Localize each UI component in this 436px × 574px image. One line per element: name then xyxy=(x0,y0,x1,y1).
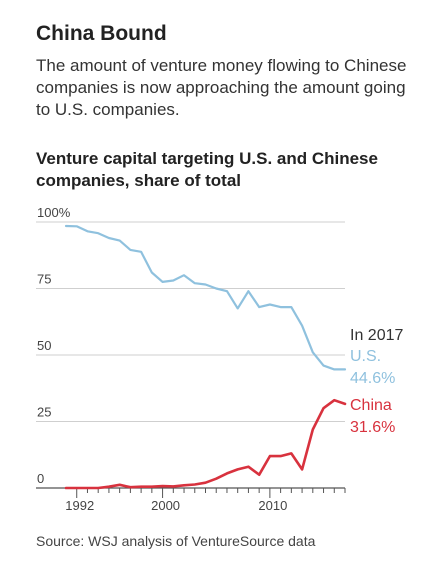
annotation-china-label: China xyxy=(350,397,392,414)
y-tick-label: 0 xyxy=(37,471,44,486)
annotation-us-label: U.S. xyxy=(350,348,381,365)
y-tick-label: 50 xyxy=(37,338,51,353)
annotation-year: In 2017 xyxy=(350,327,403,344)
gridlines xyxy=(36,221,345,489)
page-title: China Bound xyxy=(36,22,167,45)
series-line-china xyxy=(64,398,347,490)
y-tick-label: 25 xyxy=(37,405,51,420)
series-lines xyxy=(64,224,347,490)
x-tick-label: 2010 xyxy=(258,498,287,513)
y-tick-label: 100% xyxy=(37,205,71,220)
annotations: In 2017 U.S. 44.6% China 31.6% xyxy=(350,327,403,436)
x-tick-label: 1992 xyxy=(65,498,94,513)
annotation-us-value: 44.6% xyxy=(350,370,395,387)
page-subtitle: The amount of venture money flowing to C… xyxy=(36,56,407,119)
y-tick-labels: 100% 75 50 25 0 xyxy=(37,205,71,486)
chart-title: Venture capital targeting U.S. and Chine… xyxy=(36,149,378,190)
y-tick-label: 75 xyxy=(37,272,51,287)
annotation-china-value: 31.6% xyxy=(350,419,395,436)
x-tick-label: 2000 xyxy=(151,498,180,513)
source-note: Source: WSJ analysis of VentureSource da… xyxy=(36,533,316,549)
x-tick-labels: 1992 2000 2010 xyxy=(65,488,346,513)
series-line-us xyxy=(64,224,347,371)
